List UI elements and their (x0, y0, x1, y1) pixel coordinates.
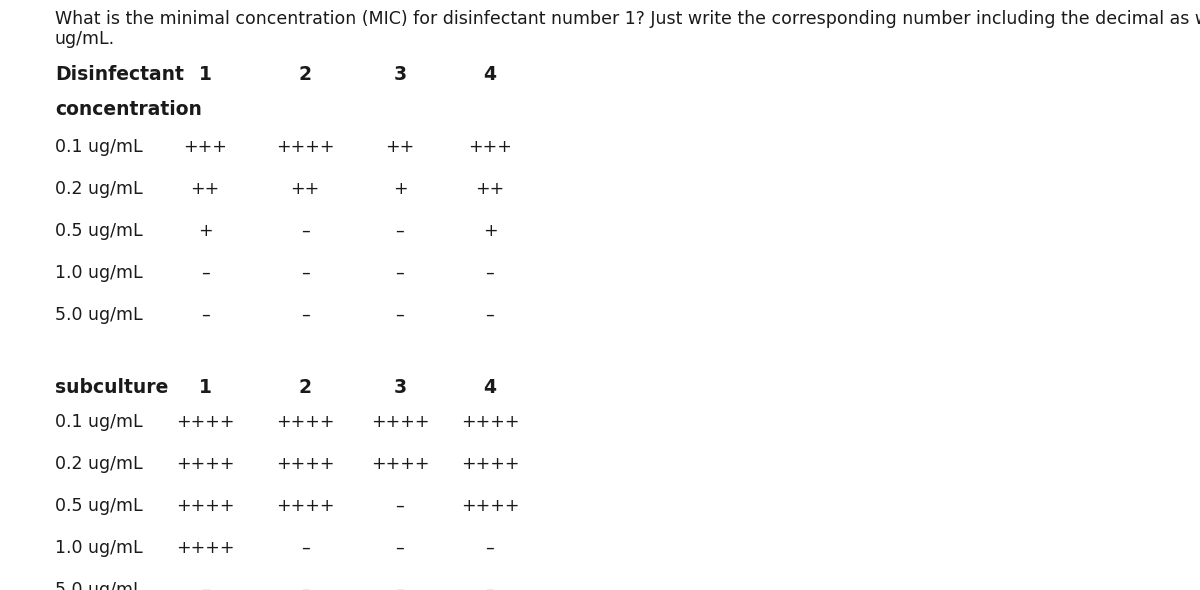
Text: ++++: ++++ (461, 413, 520, 431)
Text: –: – (301, 581, 310, 590)
Text: concentration: concentration (55, 100, 202, 119)
Text: ++++: ++++ (461, 455, 520, 473)
Text: –: – (396, 222, 404, 240)
Text: –: – (486, 306, 494, 324)
Text: 0.5 ug/mL: 0.5 ug/mL (55, 222, 143, 240)
Text: ++: ++ (385, 138, 415, 156)
Text: ++: ++ (475, 180, 505, 198)
Text: subculture: subculture (55, 378, 168, 397)
Text: ++++: ++++ (175, 413, 234, 431)
Text: –: – (396, 306, 404, 324)
Text: 2: 2 (299, 65, 312, 84)
Text: 5.0 ug/mL: 5.0 ug/mL (55, 306, 143, 324)
Text: 0.2 ug/mL: 0.2 ug/mL (55, 180, 143, 198)
Text: ++: ++ (191, 180, 220, 198)
Text: –: – (396, 497, 404, 515)
Text: –: – (396, 539, 404, 557)
Text: 1: 1 (198, 65, 211, 84)
Text: What is the minimal concentration (MIC) for disinfectant number 1? Just write th: What is the minimal concentration (MIC) … (55, 10, 1200, 28)
Text: –: – (486, 264, 494, 282)
Text: ++++: ++++ (276, 455, 335, 473)
Text: 1.0 ug/mL: 1.0 ug/mL (55, 539, 143, 557)
Text: 0.5 ug/mL: 0.5 ug/mL (55, 497, 143, 515)
Text: –: – (301, 306, 310, 324)
Text: ++++: ++++ (371, 455, 430, 473)
Text: 4: 4 (484, 378, 497, 397)
Text: –: – (200, 306, 209, 324)
Text: 4: 4 (484, 65, 497, 84)
Text: ++: ++ (290, 180, 319, 198)
Text: ++++: ++++ (175, 455, 234, 473)
Text: +++: +++ (184, 138, 227, 156)
Text: +++: +++ (468, 138, 512, 156)
Text: ++++: ++++ (276, 413, 335, 431)
Text: –: – (486, 581, 494, 590)
Text: ++++: ++++ (276, 497, 335, 515)
Text: ++++: ++++ (371, 413, 430, 431)
Text: ++++: ++++ (276, 138, 335, 156)
Text: 5.0 ug/mL: 5.0 ug/mL (55, 581, 143, 590)
Text: –: – (396, 581, 404, 590)
Text: ++++: ++++ (175, 539, 234, 557)
Text: 3: 3 (394, 65, 407, 84)
Text: –: – (301, 222, 310, 240)
Text: –: – (396, 264, 404, 282)
Text: ++++: ++++ (461, 497, 520, 515)
Text: ug/mL.: ug/mL. (55, 30, 115, 48)
Text: –: – (301, 539, 310, 557)
Text: 0.2 ug/mL: 0.2 ug/mL (55, 455, 143, 473)
Text: +: + (198, 222, 212, 240)
Text: –: – (200, 264, 209, 282)
Text: –: – (200, 581, 209, 590)
Text: +: + (392, 180, 407, 198)
Text: 0.1 ug/mL: 0.1 ug/mL (55, 138, 143, 156)
Text: +: + (482, 222, 497, 240)
Text: ++++: ++++ (175, 497, 234, 515)
Text: –: – (486, 539, 494, 557)
Text: 3: 3 (394, 378, 407, 397)
Text: 2: 2 (299, 378, 312, 397)
Text: –: – (301, 264, 310, 282)
Text: 1.0 ug/mL: 1.0 ug/mL (55, 264, 143, 282)
Text: Disinfectant: Disinfectant (55, 65, 184, 84)
Text: 1: 1 (198, 378, 211, 397)
Text: 0.1 ug/mL: 0.1 ug/mL (55, 413, 143, 431)
